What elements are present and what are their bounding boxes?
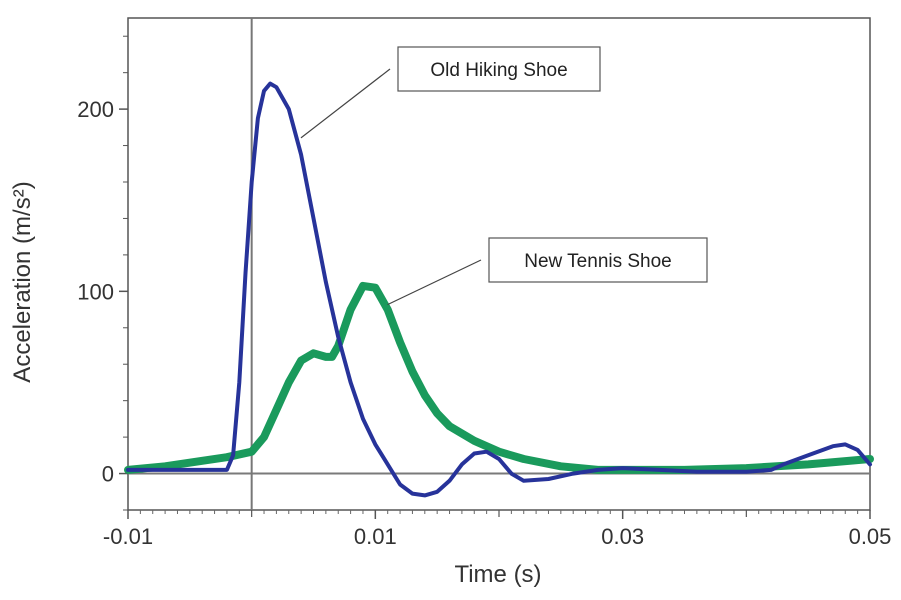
y-tick-label: 100: [77, 279, 114, 304]
x-tick-label: 0.03: [601, 524, 644, 549]
y-axis-title: Acceleration (m/s²): [9, 181, 36, 382]
x-tick-label: 0.05: [849, 524, 892, 549]
x-axis-title: Time (s): [454, 561, 541, 588]
callout-box: [397, 46, 601, 92]
x-tick-label: 0.01: [354, 524, 397, 549]
y-tick-label: 0: [102, 462, 114, 487]
callout-leader-line: [300, 68, 391, 139]
callout-label: New Tennis Shoe: [524, 251, 672, 272]
y-tick-label: 200: [77, 97, 114, 122]
callout-leader-line: [387, 259, 482, 306]
series-line-old-hiking-shoe: [126, 81, 872, 498]
callout-box: [488, 237, 708, 283]
x-tick-label: -0.01: [103, 524, 153, 549]
callout-label: Old Hiking Shoe: [430, 60, 567, 81]
